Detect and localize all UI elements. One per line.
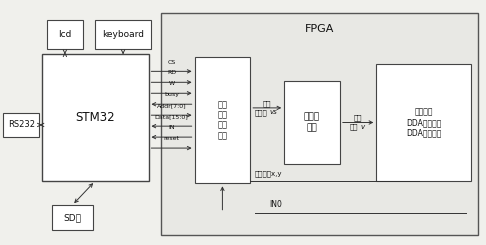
Text: CS: CS xyxy=(167,60,175,64)
Text: lcd: lcd xyxy=(58,30,71,39)
Text: v: v xyxy=(361,124,364,130)
Text: RS232: RS232 xyxy=(8,121,35,129)
Text: 加减速
模块: 加减速 模块 xyxy=(304,113,320,132)
Text: SD卡: SD卡 xyxy=(63,213,81,222)
Text: W: W xyxy=(169,81,174,86)
Text: 插补模块
DDA直线插补
DDA圆弧插补: 插补模块 DDA直线插补 DDA圆弧插补 xyxy=(406,108,441,137)
FancyBboxPatch shape xyxy=(42,54,149,181)
FancyBboxPatch shape xyxy=(376,64,471,181)
Text: IN: IN xyxy=(168,125,175,130)
FancyBboxPatch shape xyxy=(52,205,93,230)
Text: Data[15:0]: Data[15:0] xyxy=(155,114,189,119)
Text: 初速度: 初速度 xyxy=(255,109,267,116)
FancyBboxPatch shape xyxy=(3,113,39,137)
Text: 指令
数据
处理
模块: 指令 数据 处理 模块 xyxy=(217,100,227,140)
Text: 速度: 速度 xyxy=(349,124,358,130)
FancyBboxPatch shape xyxy=(95,20,151,49)
Text: IN0: IN0 xyxy=(270,200,282,209)
FancyBboxPatch shape xyxy=(194,57,250,184)
FancyBboxPatch shape xyxy=(284,81,340,164)
Text: 指令: 指令 xyxy=(263,100,272,107)
Text: Addr[7:0]: Addr[7:0] xyxy=(156,103,186,108)
Text: 进给: 进给 xyxy=(354,115,363,121)
FancyBboxPatch shape xyxy=(160,13,478,234)
FancyBboxPatch shape xyxy=(47,20,83,49)
Text: 坐标位置x,y: 坐标位置x,y xyxy=(255,171,283,177)
Text: reset: reset xyxy=(163,136,179,141)
Text: busy: busy xyxy=(164,92,179,98)
Text: vs: vs xyxy=(270,109,278,115)
Text: RD: RD xyxy=(167,71,176,75)
Text: keyboard: keyboard xyxy=(102,30,144,39)
Text: FPGA: FPGA xyxy=(305,24,334,34)
Text: STM32: STM32 xyxy=(75,111,115,124)
